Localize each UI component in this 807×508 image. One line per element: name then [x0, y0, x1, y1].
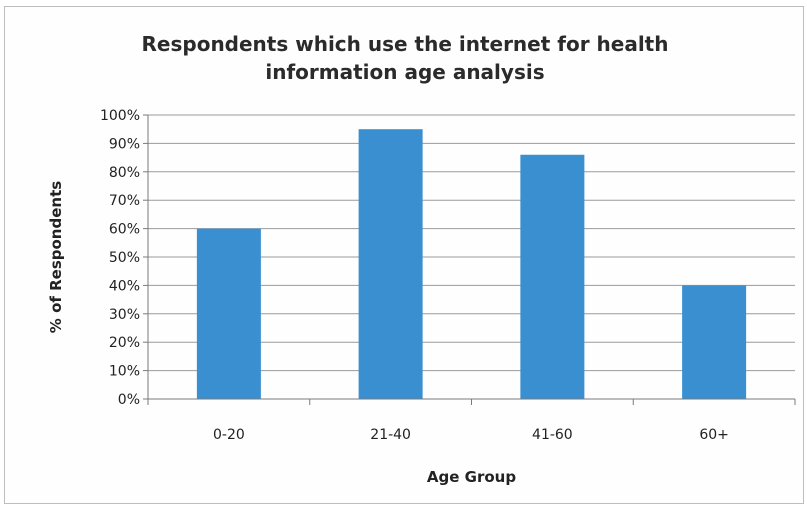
- axes: [143, 114, 796, 405]
- y-tick-label: 20%: [109, 335, 140, 351]
- y-tick-label: 0%: [118, 392, 140, 408]
- x-axis-title: Age Group: [427, 468, 516, 486]
- y-tick-label: 60%: [109, 222, 140, 238]
- chart-title-line-1: Respondents which use the internet for h…: [141, 32, 669, 56]
- y-tick-label: 80%: [109, 165, 140, 181]
- y-tick-labels: 0% 10% 20% 30% 40% 50% 60% 70% 80% 90% 100%: [100, 108, 140, 408]
- x-tick-label: 0-20: [213, 427, 245, 443]
- bar-21-40: [358, 129, 423, 399]
- x-tick-label: 21-40: [370, 427, 411, 443]
- y-tick-label: 100%: [100, 108, 140, 124]
- y-axis-title: % of Respondents: [47, 181, 65, 333]
- chart-title: Respondents which use the internet for h…: [0, 30, 807, 86]
- y-tick-label: 90%: [109, 136, 140, 152]
- y-tick-label: 50%: [109, 250, 140, 266]
- y-tick-label: 10%: [109, 364, 140, 380]
- x-tick-label: 41-60: [532, 427, 573, 443]
- y-tick-label: 30%: [109, 307, 140, 323]
- chart-title-line-2: information age analysis: [265, 60, 545, 84]
- x-tick-labels: 0-20 21-40 41-60 60+: [213, 427, 729, 443]
- bar-0-20: [196, 228, 261, 399]
- x-tick-label: 60+: [699, 427, 729, 443]
- bar-41-60: [520, 154, 585, 399]
- y-tick-label: 70%: [109, 193, 140, 209]
- bar-60+: [682, 285, 747, 399]
- y-tick-label: 40%: [109, 278, 140, 294]
- bars: [196, 129, 747, 399]
